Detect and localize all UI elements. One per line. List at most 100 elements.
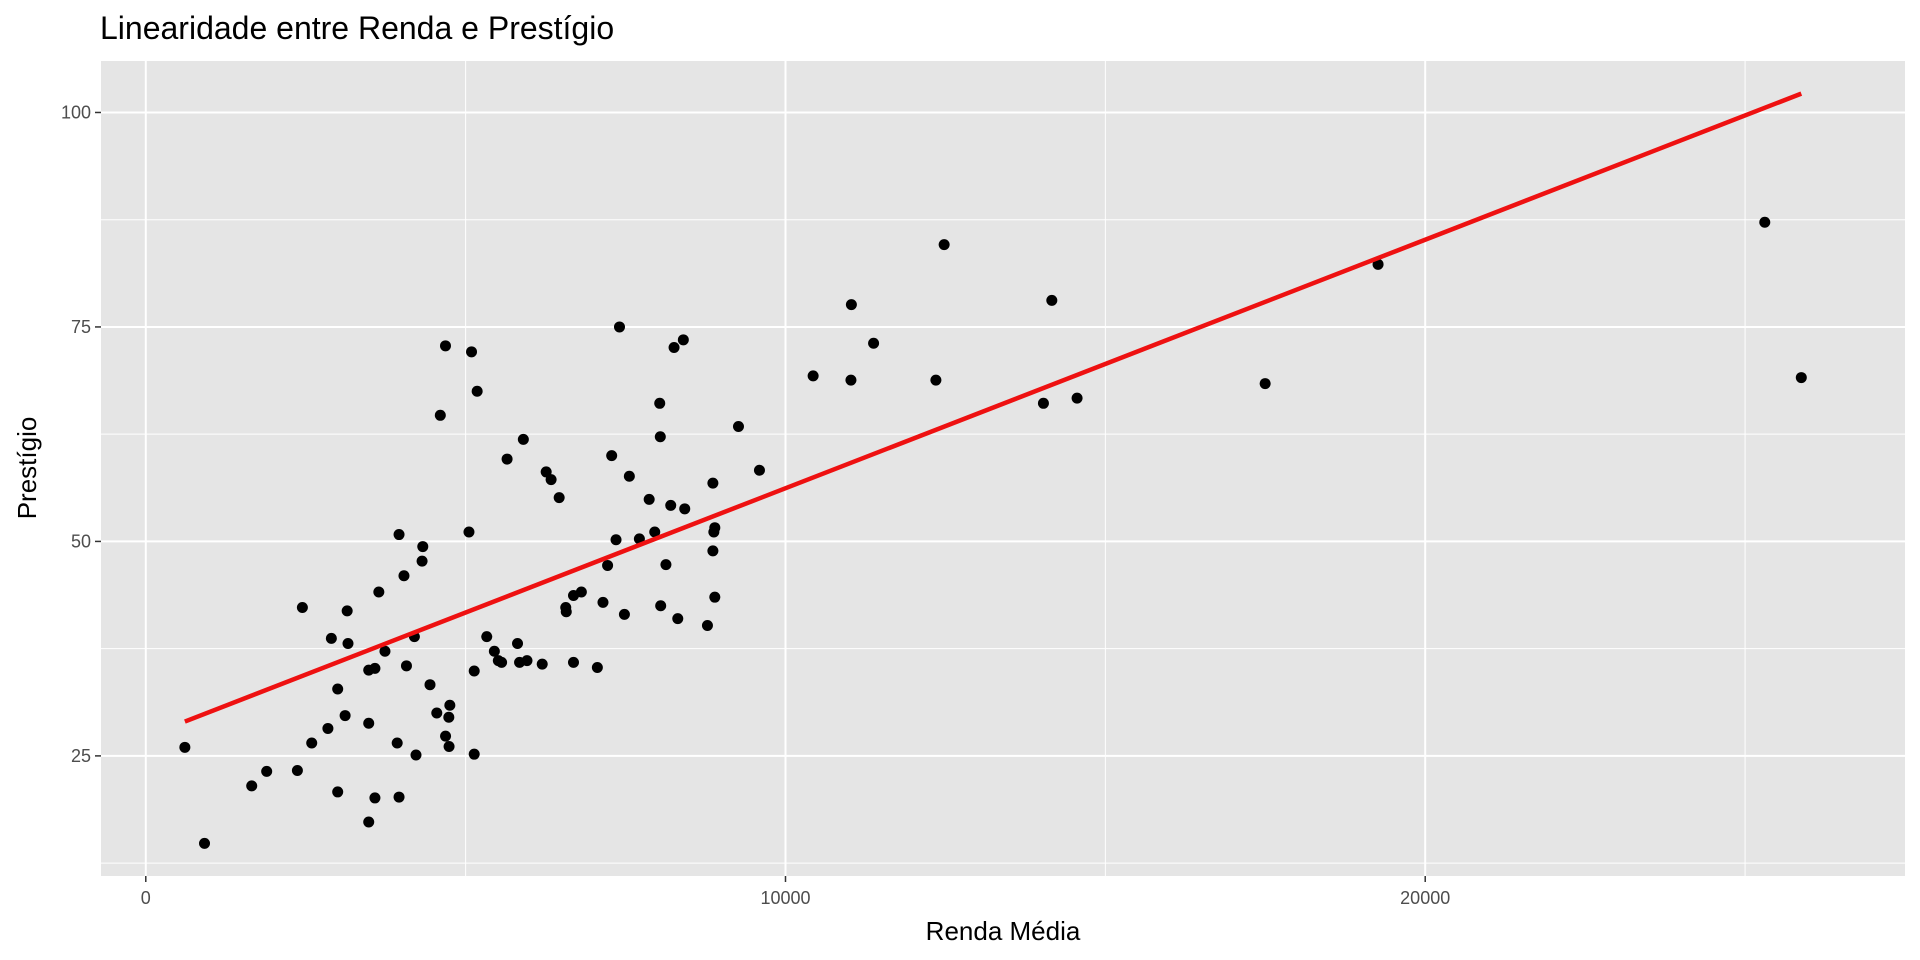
data-point xyxy=(363,816,375,828)
grid-minor xyxy=(101,61,1905,876)
data-point xyxy=(471,385,483,397)
data-point xyxy=(373,586,385,598)
data-point xyxy=(679,503,691,515)
data-point xyxy=(199,837,211,849)
data-point xyxy=(431,707,443,719)
data-point xyxy=(1372,258,1384,270)
data-point xyxy=(677,334,689,346)
data-point xyxy=(654,431,666,443)
data-point xyxy=(468,748,480,760)
data-point xyxy=(496,656,508,668)
data-point xyxy=(339,710,351,722)
y-tick-label: 100 xyxy=(61,102,91,122)
y-tick-label: 50 xyxy=(71,531,91,551)
data-point xyxy=(466,346,478,358)
data-point xyxy=(246,780,258,792)
data-point xyxy=(463,526,475,538)
data-point xyxy=(649,526,661,538)
data-point xyxy=(369,662,381,674)
data-point xyxy=(512,638,524,650)
chart-title: Linearidade entre Renda e Prestígio xyxy=(100,10,614,46)
data-point xyxy=(560,606,572,618)
data-point xyxy=(439,340,451,352)
data-point xyxy=(332,683,344,695)
data-point xyxy=(1046,294,1058,306)
data-point xyxy=(753,464,765,476)
data-point xyxy=(434,409,446,421)
data-point xyxy=(261,765,273,777)
x-axis-label: Renda Média xyxy=(926,916,1081,946)
data-point xyxy=(443,711,455,723)
data-point xyxy=(618,608,630,620)
data-point xyxy=(654,397,666,409)
data-point xyxy=(660,559,672,571)
data-point xyxy=(709,522,721,534)
data-point xyxy=(665,499,677,511)
data-point xyxy=(709,591,721,603)
data-point xyxy=(536,658,548,670)
data-point xyxy=(623,470,635,482)
regression-line xyxy=(184,91,1803,724)
data-point xyxy=(410,749,422,761)
data-point xyxy=(707,545,719,557)
data-point xyxy=(1759,216,1771,228)
data-point xyxy=(807,370,819,382)
x-tick-label: 0 xyxy=(141,888,151,908)
x-tick-label: 20000 xyxy=(1400,888,1450,908)
data-point xyxy=(443,740,455,752)
data-point xyxy=(553,492,565,504)
data-point xyxy=(707,477,719,489)
data-point xyxy=(591,662,603,674)
data-point xyxy=(597,596,609,608)
axis-ticks: 0 10000 20000 25 50 75 100 xyxy=(61,102,1450,908)
data-point xyxy=(417,541,429,553)
data-point xyxy=(179,741,191,753)
y-axis-label: Prestígio xyxy=(12,417,42,520)
data-point xyxy=(602,559,614,571)
data-point xyxy=(400,660,412,672)
data-point xyxy=(845,299,857,311)
data-point xyxy=(521,655,533,667)
data-point xyxy=(416,555,428,567)
data-point xyxy=(444,699,456,711)
data-point xyxy=(668,342,680,354)
data-point xyxy=(606,450,618,462)
data-point xyxy=(1071,392,1083,404)
data-point xyxy=(306,737,318,749)
data-point xyxy=(393,529,405,541)
data-point xyxy=(655,600,667,612)
points-layer xyxy=(179,216,1807,849)
data-point xyxy=(322,722,334,734)
y-tick-label: 75 xyxy=(71,317,91,337)
data-point xyxy=(1259,378,1271,390)
data-point xyxy=(938,239,950,251)
data-point xyxy=(613,321,625,333)
data-point xyxy=(732,420,744,432)
data-point xyxy=(341,605,353,617)
data-point xyxy=(363,717,375,729)
data-point xyxy=(610,534,622,546)
grid-major xyxy=(101,61,1905,876)
x-tick-label: 10000 xyxy=(760,888,810,908)
data-point xyxy=(488,645,500,657)
data-point xyxy=(575,586,587,598)
data-point xyxy=(1795,372,1807,384)
data-point xyxy=(332,786,344,798)
data-point xyxy=(672,613,684,625)
data-point xyxy=(391,737,403,749)
y-tick-label: 25 xyxy=(71,746,91,766)
panel-background xyxy=(101,61,1905,876)
data-point xyxy=(545,474,557,486)
data-point xyxy=(379,645,391,657)
data-point xyxy=(325,632,337,644)
data-point xyxy=(393,791,405,803)
data-point xyxy=(701,619,713,631)
data-point xyxy=(501,453,513,465)
data-point xyxy=(845,374,857,386)
data-point xyxy=(567,656,579,668)
data-point xyxy=(468,665,480,677)
data-point xyxy=(868,337,880,349)
data-point xyxy=(424,679,436,691)
